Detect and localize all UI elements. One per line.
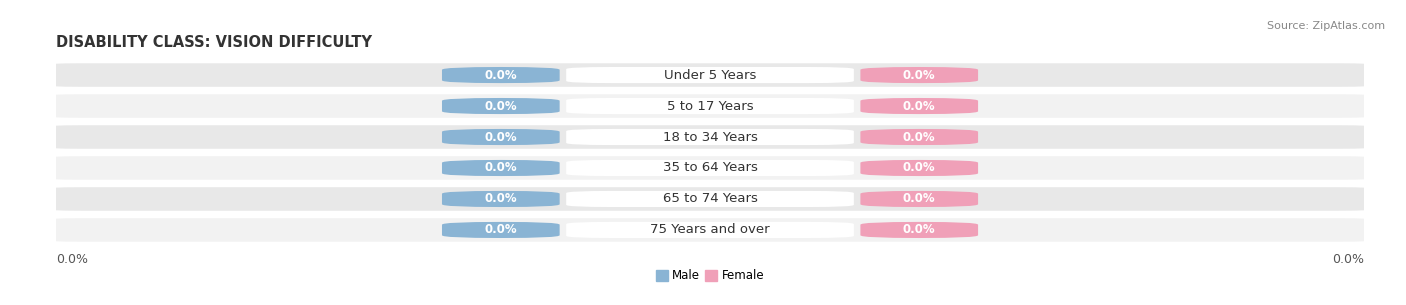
Text: 0.0%: 0.0% (903, 69, 935, 81)
Text: Source: ZipAtlas.com: Source: ZipAtlas.com (1267, 21, 1385, 31)
Text: Under 5 Years: Under 5 Years (664, 69, 756, 81)
Text: 0.0%: 0.0% (485, 131, 517, 144)
Text: 0.0%: 0.0% (903, 131, 935, 144)
Text: 0.0%: 0.0% (485, 161, 517, 174)
Text: 0.0%: 0.0% (485, 192, 517, 206)
Text: 0.0%: 0.0% (485, 69, 517, 81)
Text: 0.0%: 0.0% (485, 99, 517, 113)
FancyBboxPatch shape (441, 222, 560, 238)
FancyBboxPatch shape (44, 218, 1376, 242)
FancyBboxPatch shape (44, 125, 1376, 149)
FancyBboxPatch shape (44, 63, 1376, 87)
FancyBboxPatch shape (567, 98, 853, 114)
FancyBboxPatch shape (44, 156, 1376, 180)
FancyBboxPatch shape (567, 160, 853, 176)
FancyBboxPatch shape (441, 191, 560, 207)
FancyBboxPatch shape (860, 191, 979, 207)
Text: 0.0%: 0.0% (903, 224, 935, 236)
Text: 65 to 74 Years: 65 to 74 Years (662, 192, 758, 206)
FancyBboxPatch shape (441, 129, 560, 145)
Text: 0.0%: 0.0% (1331, 253, 1364, 266)
Text: 0.0%: 0.0% (903, 99, 935, 113)
FancyBboxPatch shape (860, 222, 979, 238)
FancyBboxPatch shape (441, 160, 560, 176)
FancyBboxPatch shape (567, 191, 853, 207)
Legend: Male, Female: Male, Female (651, 265, 769, 287)
Text: 0.0%: 0.0% (485, 224, 517, 236)
FancyBboxPatch shape (567, 222, 853, 238)
Text: 0.0%: 0.0% (903, 161, 935, 174)
FancyBboxPatch shape (567, 67, 853, 83)
Text: 5 to 17 Years: 5 to 17 Years (666, 99, 754, 113)
Text: 18 to 34 Years: 18 to 34 Years (662, 131, 758, 144)
FancyBboxPatch shape (44, 94, 1376, 118)
Text: 0.0%: 0.0% (903, 192, 935, 206)
FancyBboxPatch shape (567, 129, 853, 145)
Text: 35 to 64 Years: 35 to 64 Years (662, 161, 758, 174)
FancyBboxPatch shape (860, 160, 979, 176)
FancyBboxPatch shape (860, 98, 979, 114)
Text: 0.0%: 0.0% (56, 253, 89, 266)
Text: DISABILITY CLASS: VISION DIFFICULTY: DISABILITY CLASS: VISION DIFFICULTY (56, 35, 373, 50)
FancyBboxPatch shape (441, 67, 560, 83)
FancyBboxPatch shape (44, 187, 1376, 211)
FancyBboxPatch shape (860, 129, 979, 145)
FancyBboxPatch shape (441, 98, 560, 114)
FancyBboxPatch shape (860, 67, 979, 83)
Text: 75 Years and over: 75 Years and over (650, 224, 770, 236)
